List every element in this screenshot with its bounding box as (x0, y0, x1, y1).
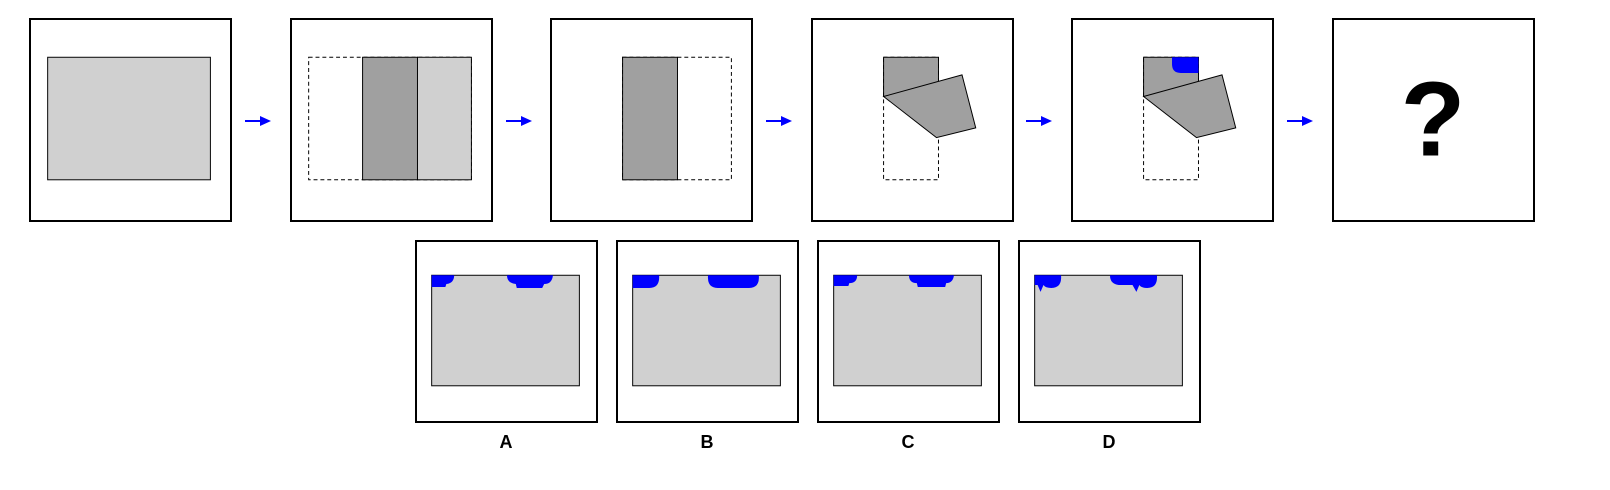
step-4-figure (882, 56, 977, 181)
cut-shape (1172, 57, 1199, 73)
option-d-label[interactable]: D (1102, 432, 1116, 452)
cut-shape (1034, 275, 1062, 292)
paper-sheet (416, 56, 472, 181)
step-5-figure (1142, 56, 1237, 181)
paper-sheet (431, 274, 580, 387)
right-arrow-icon (766, 116, 792, 126)
right-arrow-icon (1287, 116, 1313, 126)
step-2-panel (290, 18, 493, 222)
cut-shape (431, 275, 455, 287)
cut-shape (506, 275, 553, 288)
cut-shape (833, 275, 858, 287)
step-1-panel (29, 18, 232, 222)
diagonal-flap (882, 74, 977, 139)
paper-sheet (833, 274, 982, 387)
step-3-figure (622, 56, 732, 181)
sequence-arrow-5 (1286, 113, 1316, 129)
paper-sheet (632, 274, 781, 387)
cut-shape (707, 275, 759, 288)
sequence-arrow-1 (244, 113, 274, 129)
step-5-panel (1071, 18, 1274, 222)
sequence-arrow-4 (1025, 113, 1055, 129)
question-figure: ? (1401, 60, 1466, 178)
right-arrow-icon (245, 116, 271, 126)
step-2-figure (308, 56, 472, 181)
right-arrow-icon (506, 116, 532, 126)
diagonal-flap (1142, 74, 1237, 139)
option-c-panel[interactable] (817, 240, 1000, 423)
option-a-panel[interactable] (415, 240, 598, 423)
option-c-label[interactable]: C (901, 432, 915, 452)
answer-panel: ? (1332, 18, 1535, 222)
option-d-figure (1034, 274, 1183, 387)
step-4-panel (811, 18, 1014, 222)
cut-shape (908, 275, 954, 287)
right-arrow-icon (1026, 116, 1052, 126)
option-d-panel[interactable] (1018, 240, 1201, 423)
cut-shape (632, 275, 660, 288)
option-b-figure (632, 274, 781, 387)
folded-strip (622, 56, 678, 181)
option-a-figure (431, 274, 580, 387)
step-3-panel (550, 18, 753, 222)
paper-sheet (47, 56, 211, 181)
option-b-label[interactable]: B (700, 432, 714, 452)
cut-shape (1109, 275, 1158, 292)
option-a-label[interactable]: A (499, 432, 513, 452)
step-1-figure (47, 56, 211, 181)
question-mark: ? (1401, 60, 1466, 178)
paper-sheet (1034, 274, 1183, 387)
sequence-arrow-2 (505, 113, 535, 129)
sequence-arrow-3 (765, 113, 795, 129)
option-c-figure (833, 274, 982, 387)
folded-strip (362, 56, 418, 181)
option-b-panel[interactable] (616, 240, 799, 423)
